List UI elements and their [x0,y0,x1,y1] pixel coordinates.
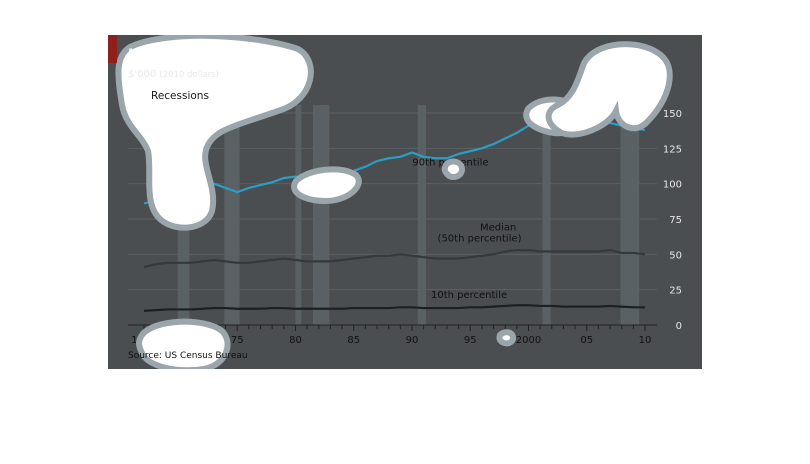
series-label-10th: 10th percentile [431,290,507,301]
y-tick-label-100: 100 [663,180,682,191]
legend-recessions: Recessions [151,90,209,102]
chart-source: Source: US Census Bureau [128,351,248,361]
x-tick-label-05: 05 [580,335,593,346]
recession-band-4 [417,105,426,325]
x-tick-label-90: 90 [406,335,419,346]
y-tick-label-75: 75 [669,215,682,226]
y-tick-label-0: 0 [676,321,682,332]
recession-band-3 [312,105,330,325]
x-tick-label-80: 80 [289,335,302,346]
recession-band-1 [224,105,240,325]
chart-subtitle-note: (2010 dollars) [159,70,219,80]
chart-svg: 0255075100125150196770758085909520000510… [115,35,682,369]
x-tick-label-2000: 2000 [516,335,541,346]
x-tick-label-95: 95 [464,335,477,346]
y-tick-label-50: 50 [669,250,682,261]
redaction-blob-4 [441,158,466,180]
chart-title: US household income [128,47,298,63]
recession-band-6 [620,105,640,325]
redaction-blob-2 [545,41,673,138]
chart-subtitle-units: $'000 [128,69,157,80]
redaction-blob-5 [136,318,231,369]
redaction-blob-3 [291,166,362,205]
x-tick-label-85: 85 [347,335,360,346]
y-tick-label-125: 125 [663,144,682,155]
series-line-2 [143,304,645,312]
redaction-blob-0 [115,35,314,231]
series-label-median: Median [480,222,516,233]
x-tick-label-75: 75 [231,335,244,346]
y-tick-label-150: 150 [663,109,682,120]
recession-band-5 [542,105,551,325]
recession-band-2 [295,105,302,325]
y-tick-label-25: 25 [669,286,682,297]
series-label-median-line2: (50th percentile) [438,234,522,245]
brand-tab [108,35,117,63]
chart-subtitle: $'000 (2010 dollars) [128,69,219,80]
redaction-blob-6 [496,329,517,347]
x-tick-label-10: 10 [639,335,652,346]
series-line-1 [143,248,646,269]
chart-panel: 0255075100125150196770758085909520000510… [108,35,702,369]
